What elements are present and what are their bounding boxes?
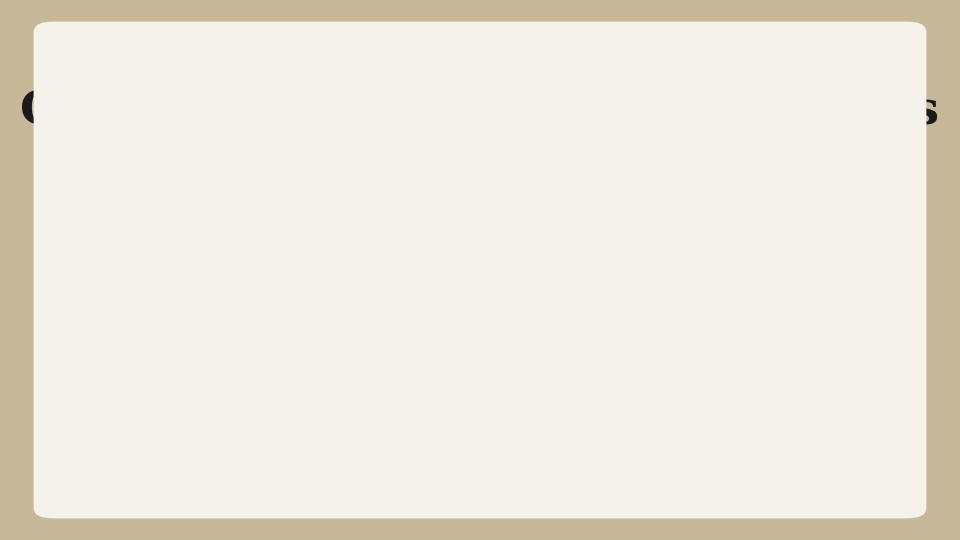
Ellipse shape [866,57,904,83]
Text: molecular formula must be thus:: molecular formula must be thus: [105,218,414,236]
Ellipse shape [56,57,94,83]
Text: = x: = x [550,353,588,373]
Text: x(empirical formula) = molecular formula: x(empirical formula) = molecular formula [304,246,656,264]
Ellipse shape [877,467,893,477]
Ellipse shape [877,64,893,76]
Text: molecular formula mass: molecular formula mass [257,339,522,357]
Text: empirical formula mass: empirical formula mass [261,370,519,388]
Text: Masses are in the same form of equation: Masses are in the same form of equation [105,273,491,291]
Text: Calculation of Molecular Formulas: Calculation of Molecular Formulas [20,87,940,133]
Ellipse shape [67,467,83,477]
Text: x = the number by which to multiply ratios in empirical formula to get molecular: x = the number by which to multiply rati… [105,413,732,427]
Text: 8: 8 [81,200,95,220]
Ellipse shape [866,459,904,485]
Text: x( empirical formula mass) = molecular formula mass: x( empirical formula mass) = molecular f… [253,303,707,321]
Ellipse shape [67,64,83,76]
Text: formula: formula [105,430,165,444]
Ellipse shape [871,462,899,482]
Ellipse shape [56,459,94,485]
Ellipse shape [871,60,899,80]
Text: Empirical formula = smallest ratio of  whole numbers, therefore the: Empirical formula = smallest ratio of wh… [105,196,751,214]
Ellipse shape [61,60,89,80]
Text: •: • [79,267,97,296]
Ellipse shape [61,462,89,482]
